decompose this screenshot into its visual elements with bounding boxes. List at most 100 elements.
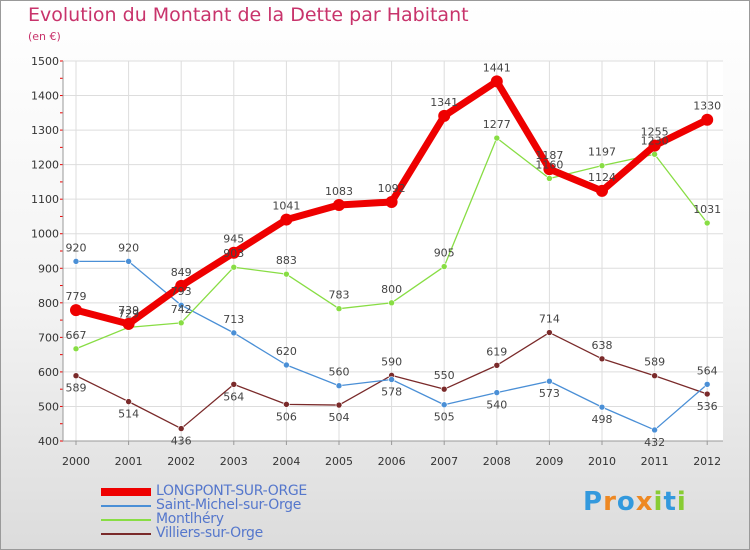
legend-item: LONGPONT-SUR-ORGE bbox=[101, 483, 381, 499]
logo-letter: i bbox=[676, 487, 687, 517]
y-tick-label: 1200 bbox=[31, 159, 59, 172]
data-label: 560 bbox=[329, 366, 350, 379]
proxiti-logo: Proxiti bbox=[583, 487, 687, 517]
y-tick-label: 1300 bbox=[31, 124, 59, 137]
legend-swatch bbox=[101, 488, 151, 496]
data-point bbox=[440, 385, 448, 393]
data-label: 432 bbox=[644, 436, 665, 449]
data-point bbox=[335, 401, 343, 409]
data-point bbox=[598, 403, 606, 411]
chart-subtitle: (en €) bbox=[28, 30, 61, 43]
data-point bbox=[385, 195, 398, 208]
data-label: 1092 bbox=[378, 182, 406, 195]
data-point bbox=[335, 382, 343, 390]
data-label: 573 bbox=[539, 387, 560, 400]
data-point bbox=[125, 398, 132, 405]
data-point bbox=[333, 199, 345, 212]
data-label: 713 bbox=[223, 313, 244, 326]
data-point bbox=[490, 75, 503, 88]
data-point bbox=[230, 329, 238, 337]
x-tick-label: 2004 bbox=[272, 455, 300, 468]
data-point bbox=[388, 376, 395, 383]
logo-letter: x bbox=[635, 487, 654, 517]
legend-label: LONGPONT-SUR-ORGE bbox=[156, 483, 307, 499]
data-label: 667 bbox=[66, 329, 87, 342]
data-label: 638 bbox=[592, 339, 613, 352]
x-tick-label: 2003 bbox=[220, 455, 248, 468]
data-point bbox=[230, 263, 238, 271]
data-point bbox=[283, 361, 290, 369]
data-label: 1341 bbox=[430, 96, 458, 109]
data-point bbox=[280, 213, 293, 226]
data-point bbox=[596, 184, 608, 197]
data-label: 920 bbox=[118, 241, 139, 254]
legend-item: Villiers-sur-Orge bbox=[101, 525, 381, 541]
data-point bbox=[125, 258, 132, 265]
data-label: 849 bbox=[171, 266, 192, 279]
logo-letter: t bbox=[663, 487, 677, 517]
plot-area bbox=[63, 61, 723, 441]
data-point bbox=[546, 377, 553, 385]
data-point bbox=[70, 304, 82, 317]
x-tick-label: 2005 bbox=[325, 455, 353, 468]
legend-swatch bbox=[101, 505, 151, 507]
data-label: 739 bbox=[118, 304, 139, 317]
data-label: 590 bbox=[381, 355, 402, 368]
x-tick-label: 2000 bbox=[62, 455, 90, 468]
logo-letter: i bbox=[653, 487, 664, 517]
data-label: 729 bbox=[118, 307, 139, 320]
data-label: 1041 bbox=[272, 200, 300, 213]
data-point bbox=[72, 372, 80, 380]
data-point bbox=[703, 390, 711, 398]
legend-label: Montlhéry bbox=[156, 511, 224, 527]
data-point bbox=[440, 263, 448, 270]
data-label: 1031 bbox=[693, 203, 721, 216]
data-label: 506 bbox=[276, 410, 297, 423]
y-tick-label: 800 bbox=[38, 297, 59, 310]
x-tick-label: 2010 bbox=[588, 455, 616, 468]
data-label: 505 bbox=[434, 411, 455, 424]
data-label: 903 bbox=[223, 247, 244, 260]
legend-swatch bbox=[101, 533, 151, 535]
data-label: 1441 bbox=[483, 61, 511, 74]
x-tick-label: 2001 bbox=[115, 455, 143, 468]
data-label: 1187 bbox=[535, 149, 563, 162]
data-label: 504 bbox=[329, 411, 350, 424]
data-point bbox=[388, 299, 395, 307]
data-label: 536 bbox=[697, 400, 718, 413]
legend-item: Saint-Michel-sur-Orge bbox=[101, 497, 381, 513]
y-tick-label: 900 bbox=[38, 262, 59, 275]
data-point bbox=[227, 246, 240, 259]
data-point bbox=[175, 279, 188, 292]
data-label: 578 bbox=[381, 386, 402, 399]
legend: LONGPONT-SUR-ORGE Saint-Michel-sur-Orge Mo… bbox=[101, 483, 381, 541]
x-tick-label: 2002 bbox=[167, 455, 195, 468]
y-tick-label: 1100 bbox=[31, 193, 59, 206]
data-point bbox=[546, 175, 553, 182]
data-point bbox=[72, 258, 80, 265]
data-label: 619 bbox=[486, 345, 507, 358]
y-tick-label: 400 bbox=[38, 435, 59, 448]
chart-title: Evolution du Montant de la Dette par Hab… bbox=[28, 4, 469, 26]
data-label: 540 bbox=[486, 399, 507, 412]
data-label: 905 bbox=[434, 247, 455, 260]
y-tick-label: 1000 bbox=[31, 228, 59, 241]
y-tick-label: 700 bbox=[38, 331, 59, 344]
data-label: 1083 bbox=[325, 185, 353, 198]
data-label: 742 bbox=[171, 303, 192, 316]
data-point bbox=[122, 317, 135, 330]
data-point bbox=[177, 425, 185, 432]
data-label: 550 bbox=[434, 369, 455, 382]
data-point bbox=[651, 150, 658, 158]
logo-letter: r bbox=[603, 487, 617, 517]
data-label: 589 bbox=[66, 382, 87, 395]
data-point bbox=[703, 381, 711, 388]
data-label: 1277 bbox=[483, 118, 511, 131]
data-point bbox=[651, 372, 658, 380]
data-label: 1255 bbox=[641, 126, 669, 139]
y-tick-label: 1400 bbox=[31, 90, 59, 103]
x-tick-label: 2011 bbox=[641, 455, 669, 468]
data-point bbox=[230, 381, 238, 388]
data-label: 800 bbox=[381, 283, 402, 296]
